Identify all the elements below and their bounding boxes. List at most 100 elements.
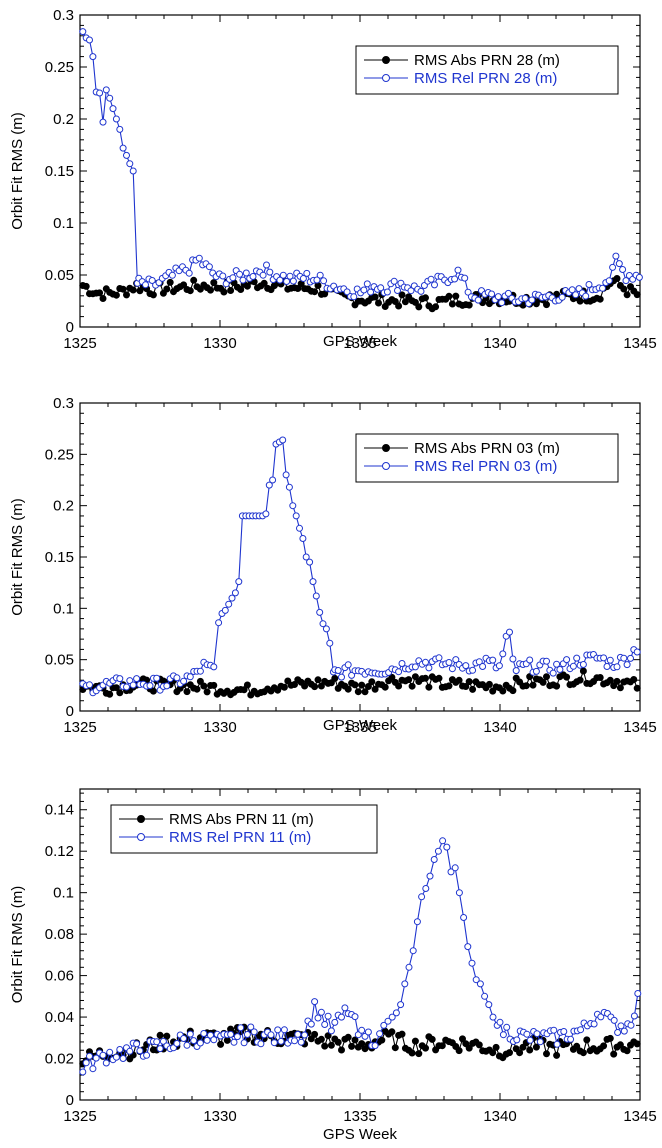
data-point [489,1013,497,1021]
data-point [344,661,352,669]
data-point [408,682,416,690]
data-point [311,683,319,691]
data-point [572,291,580,299]
data-point [257,1040,265,1048]
data-point [495,662,503,670]
data-point [228,594,236,602]
data-point [425,683,433,691]
y-tick-label: 0.25 [45,446,74,463]
data-point [314,282,322,289]
data-point [196,677,204,685]
data-point [461,274,469,282]
data-point [395,682,403,690]
data-point [371,1042,379,1050]
data-point [109,105,117,113]
data-point [143,1051,151,1059]
data-point [577,1026,585,1034]
data-point [550,1026,558,1034]
data-point [394,287,401,294]
data-point [455,1047,463,1055]
y-tick-label: 0.08 [45,926,74,943]
data-point [231,589,239,597]
data-point [219,272,227,280]
data-point [492,1043,500,1051]
data-point [431,281,438,289]
data-point [425,664,433,672]
data-point [96,289,104,297]
data-point [623,291,631,299]
data-point [613,677,621,685]
data-point [455,889,463,897]
data-point [163,285,171,293]
data-point [391,1044,399,1052]
data-point [89,1065,97,1073]
data-point [123,291,130,299]
data-point [301,682,309,690]
data-point [411,1037,419,1045]
data-point [523,1030,531,1038]
data-point [183,1041,191,1049]
data-point [422,885,430,892]
data-point [358,681,366,689]
data-point [383,288,391,296]
series-rel [79,28,643,308]
data-point [408,1049,416,1057]
data-point [597,1013,605,1021]
data-point [596,295,604,303]
data-point [506,1049,513,1057]
data-point [319,620,327,628]
series-abs [79,667,641,699]
data-point [86,36,93,44]
data-point [324,1032,332,1040]
data-point [316,608,324,616]
x-tick-label: 1335 [343,335,376,352]
data-point [306,558,314,566]
data-point [203,1036,211,1044]
data-point [367,288,375,296]
data-point [620,654,628,662]
data-point [327,1027,335,1035]
data-point [350,293,358,301]
chart-panel-2: 1325 1330 1335 1340 1345 0 0.05 0.1 0.15 0.2 0.25 0… [9,395,657,736]
data-point [142,281,149,289]
data-point [180,281,188,289]
data-point [623,661,631,669]
data-point [452,292,460,300]
data-point [186,673,194,681]
data-point [183,688,191,696]
data-point [635,273,643,281]
y-tick-label: 0.3 [53,7,74,24]
data-point [606,1034,614,1042]
data-point [469,666,477,674]
data-point [610,1050,618,1058]
data-point [299,275,307,282]
x-tick-label: 1340 [483,719,516,736]
data-point [303,269,311,277]
data-point [237,1024,245,1032]
data-point [434,847,442,855]
data-point [149,687,157,695]
x-axis-label: GPS Week [323,717,397,734]
data-point [422,674,429,682]
data-point [465,301,473,309]
data-point [360,286,368,294]
data-point [203,688,211,696]
data-point [274,1026,282,1034]
legend-marker [382,74,390,82]
data-point [573,654,581,662]
data-point [633,1040,641,1048]
data-point [351,1013,359,1021]
data-point [499,1031,507,1039]
data-point [633,648,641,656]
data-point [148,277,156,284]
chart-panel-3: 1325 1330 1335 1340 1345 0 0.02 0.04 0.06 0.08 0.1… [9,788,657,1143]
data-point [613,275,621,282]
data-point [606,676,614,684]
legend-label: RMS Abs PRN 11 (m) [169,811,314,828]
data-point [569,662,577,670]
data-point [89,53,97,61]
data-point [249,273,257,280]
y-tick-label: 0 [66,703,74,720]
data-point [243,1031,251,1038]
